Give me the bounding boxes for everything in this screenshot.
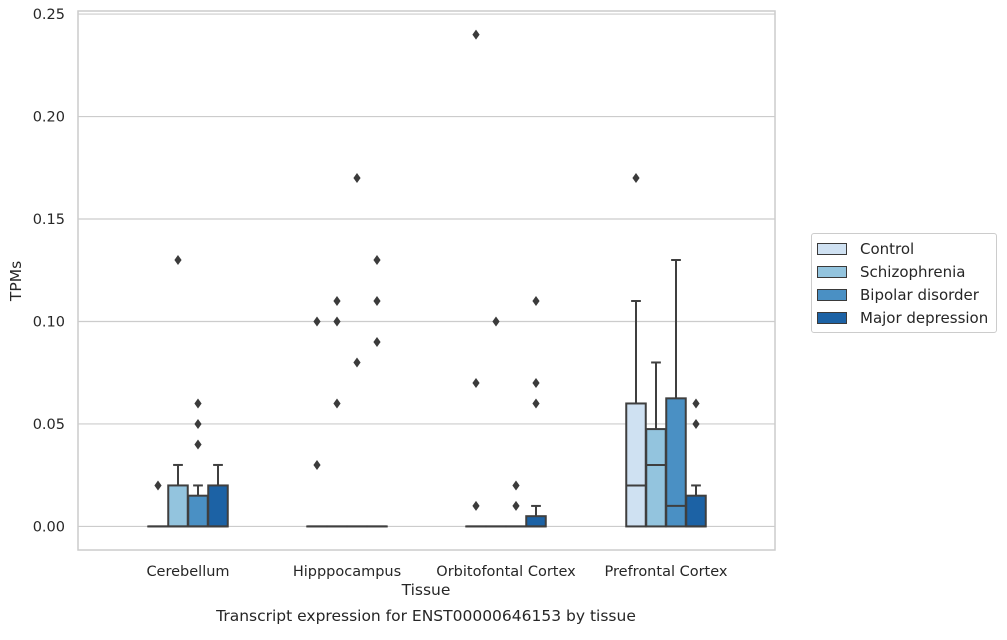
box-schizophrenia-cerebellum [168, 255, 188, 526]
box-bipolar-disorder-cerebellum [188, 398, 208, 526]
outlier-point [194, 398, 201, 408]
outlier-point [194, 419, 201, 429]
outlier-point [154, 480, 161, 490]
boxes-layer [148, 30, 706, 527]
box-control-prefrontal-cortex [626, 173, 646, 526]
box-body [646, 429, 666, 526]
legend: Control Schizophrenia Bipolar disorder M… [811, 233, 997, 333]
box-body [626, 403, 646, 526]
outlier-point [692, 419, 699, 429]
box-control-hipppocampus [307, 316, 327, 526]
outlier-point [472, 378, 479, 388]
legend-item-major-depression: Major depression [812, 306, 996, 329]
x-tick-label: Hipppocampus [293, 564, 401, 580]
y-axis-label: TPMs [7, 261, 25, 302]
box-control-cerebellum [148, 480, 168, 526]
box-body [208, 485, 228, 526]
y-tick-label: 0.05 [33, 417, 65, 433]
box-major-depression-hipppocampus [367, 255, 387, 526]
x-tick-label: Orbitofontal Cortex [436, 564, 576, 580]
box-major-depression-cerebellum [208, 465, 228, 526]
box-body [526, 516, 546, 526]
box-major-depression-orbitofontal-cortex [526, 296, 546, 526]
outlier-point [313, 460, 320, 470]
legend-label-schizophrenia: Schizophrenia [860, 263, 965, 281]
outlier-point [194, 439, 201, 449]
box-body [686, 496, 706, 527]
y-tick-label: 0.25 [33, 7, 65, 23]
legend-item-bipolar-disorder: Bipolar disorder [812, 283, 996, 306]
legend-item-schizophrenia: Schizophrenia [812, 260, 996, 283]
legend-label-major-depression: Major depression [860, 309, 988, 327]
chart-title: Transcript expression for ENST0000064615… [0, 607, 852, 625]
box-schizophrenia-prefrontal-cortex [646, 362, 666, 526]
outlier-point [333, 398, 340, 408]
y-tick-labels: 0.00 0.05 0.10 0.15 0.20 0.25 [33, 7, 65, 535]
legend-label-bipolar-disorder: Bipolar disorder [860, 286, 979, 304]
outlier-point [632, 173, 639, 183]
outlier-point [692, 398, 699, 408]
outlier-point [512, 480, 519, 490]
box-bipolar-disorder-orbitofontal-cortex [506, 480, 526, 526]
legend-swatch-major-depression [817, 312, 847, 324]
box-body [188, 496, 208, 527]
outlier-point [333, 296, 340, 306]
box-control-orbitofontal-cortex [466, 30, 486, 527]
y-tick-label: 0.00 [33, 519, 65, 535]
box-body [666, 398, 686, 526]
box-body [168, 485, 188, 526]
outlier-point [512, 501, 519, 511]
outlier-point [353, 173, 360, 183]
box-schizophrenia-orbitofontal-cortex [486, 316, 506, 526]
outlier-point [373, 296, 380, 306]
outlier-point [532, 398, 539, 408]
outlier-point [373, 255, 380, 265]
box-bipolar-disorder-hipppocampus [347, 173, 367, 526]
outlier-point [333, 316, 340, 326]
x-axis-label: Tissue [0, 581, 852, 599]
legend-swatch-schizophrenia [817, 266, 847, 278]
y-tick-label: 0.10 [33, 314, 65, 330]
x-tick-label: Cerebellum [146, 564, 229, 580]
box-bipolar-disorder-prefrontal-cortex [666, 260, 686, 526]
outlier-point [472, 501, 479, 511]
outlier-point [353, 357, 360, 367]
legend-item-control: Control [812, 237, 996, 260]
outlier-point [532, 378, 539, 388]
box-major-depression-prefrontal-cortex [686, 398, 706, 526]
y-tick-label: 0.20 [33, 110, 65, 126]
outlier-point [532, 296, 539, 306]
x-tick-labels: Cerebellum Hipppocampus Orbitofontal Corte… [146, 564, 727, 580]
x-tick-label: Prefrontal Cortex [605, 564, 728, 580]
outlier-point [373, 337, 380, 347]
y-tick-label: 0.15 [33, 212, 65, 228]
legend-swatch-control [817, 243, 847, 255]
outlier-point [472, 30, 479, 40]
box-schizophrenia-hipppocampus [327, 296, 347, 526]
outlier-point [313, 316, 320, 326]
outlier-point [174, 255, 181, 265]
legend-label-control: Control [860, 240, 914, 258]
legend-swatch-bipolar-disorder [817, 289, 847, 301]
outlier-point [492, 316, 499, 326]
